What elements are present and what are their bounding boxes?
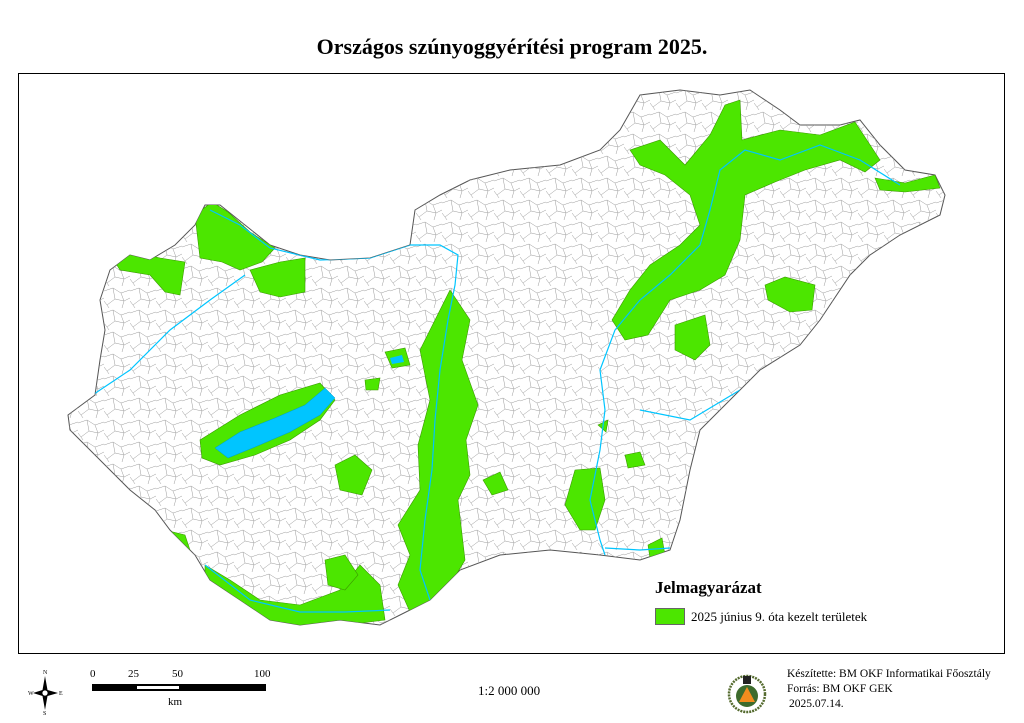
credits-author: Készítette: BM OKF Informatikai Főosztál… — [787, 668, 991, 680]
disaster-management-emblem-icon — [727, 674, 767, 714]
legend-label: 2025 június 9. óta kezelt területek — [691, 608, 868, 624]
legend-item: 2025 június 9. óta kezelt területek — [655, 608, 867, 625]
treated-area-kecskemet — [482, 471, 509, 496]
scale-tick: 0 — [90, 668, 96, 680]
compass-e: E — [59, 691, 63, 697]
north-arrow-icon: N S W E — [28, 670, 63, 716]
scale-bar-graphic — [92, 684, 266, 691]
credits: Készítette: BM OKF Informatikai Főosztál… — [787, 667, 991, 712]
legend-swatch-treated — [655, 608, 685, 625]
lake-balaton — [214, 387, 336, 459]
river-koros — [639, 389, 741, 421]
compass-n: N — [43, 670, 48, 676]
river-maros — [604, 547, 671, 551]
legend-title: Jelmagyarázat — [655, 578, 762, 597]
scale-tick: 100 — [254, 668, 271, 680]
treated-area-csongrad — [624, 451, 646, 469]
treated-area-szigetkoz — [194, 201, 276, 271]
treated-area-tisza-north — [611, 99, 881, 341]
credits-source: Forrás: BM OKF GEK — [787, 683, 893, 695]
lake-velence — [390, 355, 404, 364]
scale-unit: km — [168, 696, 183, 708]
treated-area-veszprem — [364, 377, 381, 391]
river-raba — [84, 274, 246, 401]
scale-tick: 50 — [172, 668, 183, 680]
treated-area-szeged — [564, 467, 606, 531]
river-tisza — [589, 144, 901, 556]
treated-area-somogy — [324, 554, 359, 591]
country-outline — [67, 89, 946, 626]
compass-w: W — [28, 691, 34, 697]
legend: Jelmagyarázat 2025 június 9. óta kezelt … — [655, 578, 867, 625]
scale-bar: 0 25 50 100 km — [90, 668, 271, 713]
map-title: Országos szúnyoggyérítési program 2025. — [316, 34, 708, 59]
treated-area-hajdu — [674, 314, 711, 361]
treated-area-gyor — [249, 257, 306, 298]
scale-tick: 25 — [128, 668, 139, 680]
rivers — [84, 144, 901, 613]
river-danube — [209, 209, 459, 601]
compass-s: S — [43, 711, 46, 716]
treated-area-kaposvar — [334, 454, 373, 496]
treated-area-debrecen — [764, 276, 816, 313]
map-frame — [18, 73, 1005, 654]
map-scale: 1:2 000 000 — [478, 683, 541, 698]
credits-date: 2025.07.14. — [789, 698, 844, 710]
treated-area-northeast — [874, 174, 941, 193]
river-drava — [204, 564, 391, 613]
